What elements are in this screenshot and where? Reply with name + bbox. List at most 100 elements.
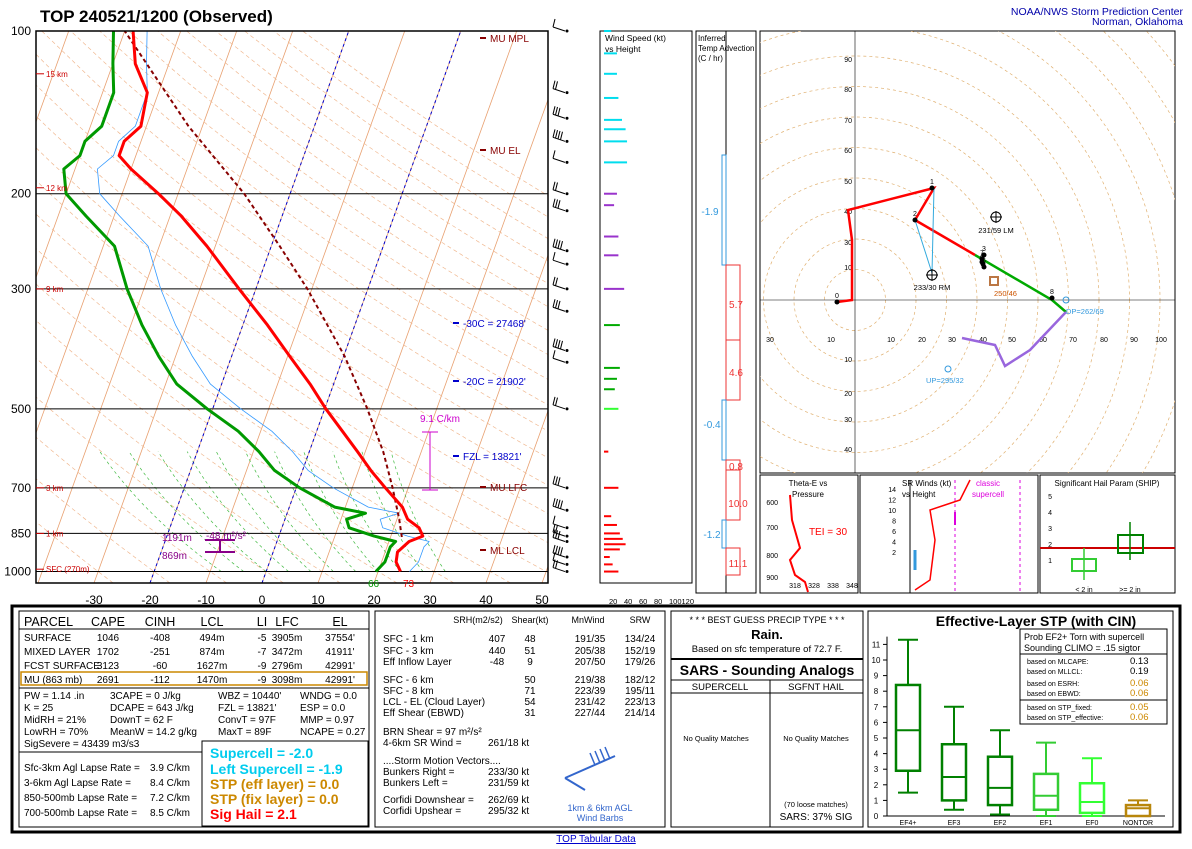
ml-lcl-label: ML LCL <box>490 546 525 557</box>
hodo-ylabel: 70 <box>844 118 852 125</box>
temp-tick: 0 <box>259 593 266 607</box>
sars-supercell-nomatch: No Quality Matches <box>683 734 749 743</box>
thetae-ytick: 800 <box>766 553 778 560</box>
wind-barb-flag <box>557 546 561 555</box>
advection-bar <box>721 399 727 461</box>
advection-value: 11.1 <box>729 559 748 570</box>
ship-category: < 2 in <box>1075 587 1092 594</box>
kinematic-header: SRH(m2/s2) <box>453 615 503 625</box>
minus20-label: -20C = 21902' <box>463 377 526 388</box>
wind-barb-dot <box>565 287 569 291</box>
wind-barb-flag <box>555 182 558 191</box>
srwinds-title-2: vs Height <box>902 490 936 499</box>
srwinds-ytick: 12 <box>888 498 896 505</box>
sfc-temp-label: 73 <box>403 579 415 590</box>
effective-stp-panel: Effective-Layer STP (with CIN) 111098765… <box>867 610 1174 828</box>
barb-label: Wind Barbs <box>577 813 624 823</box>
ship-ytick: 5 <box>1048 494 1052 501</box>
freezing-isotherm <box>261 31 462 583</box>
kinematic-cell: 207/50 <box>575 657 606 668</box>
eff-bot-label: 869m <box>162 551 187 562</box>
hodo-xlabel: 10 <box>887 337 895 344</box>
sars-hail-nomatch: No Quality Matches <box>783 734 849 743</box>
stp-ytick: 2 <box>874 781 879 790</box>
dry-adiabat <box>41 31 548 406</box>
parcel-cell: 2691 <box>97 675 120 686</box>
brn-shear: BRN Shear = 97 m²/s² <box>383 727 482 738</box>
wind-barb-flag <box>557 339 561 349</box>
stp-category: EF4+ <box>900 820 917 827</box>
hodo-ylabel: 30 <box>844 240 852 247</box>
parcel-cell: -9 <box>258 675 267 686</box>
precip-title: * * * BEST GUESS PRECIP TYPE * * * <box>689 615 845 625</box>
wind-speed-tick: 100120 <box>669 597 694 606</box>
thetae-xtick: 328 <box>808 583 820 590</box>
advection-title-3: (C / hr) <box>698 54 723 63</box>
dp-marker <box>1062 296 1070 304</box>
wind-barb-flag <box>552 276 556 286</box>
kinematic-barb <box>564 755 616 779</box>
wind-barb-dot <box>565 508 569 512</box>
wind-barb-flag <box>560 241 563 250</box>
wind-barb-flag <box>555 339 558 348</box>
wind-barb-flag <box>552 396 556 405</box>
kinematic-cell: 50 <box>524 675 536 686</box>
thetae-xtick: 318 <box>789 583 801 590</box>
stp-ytick: 11 <box>872 640 881 649</box>
kinematic-cell: 214/14 <box>625 708 656 719</box>
advection-value: 10.0 <box>728 499 748 510</box>
ship-category: >= 2 in <box>1119 587 1141 594</box>
wind-barb-dot <box>565 562 569 566</box>
wind-barb <box>552 505 566 511</box>
dry-adiabat <box>36 478 171 583</box>
wind-barb <box>552 567 566 573</box>
advection-value: 5.7 <box>729 300 743 311</box>
parcel-cell: 41911' <box>326 647 355 658</box>
stp-eff-value: STP (eff layer) = 0.0 <box>210 776 340 792</box>
corfidi-down-value: 262/69 kt <box>488 795 529 806</box>
hodo-point-label: 1 <box>930 179 934 186</box>
dry-adiabat <box>128 31 548 331</box>
wind-barb-dot <box>565 540 569 544</box>
wind-barb-flag <box>552 552 556 561</box>
hodo-ylabel: 10 <box>844 357 852 364</box>
ship-ytick: 1 <box>1048 558 1052 565</box>
wind-barb <box>552 537 566 543</box>
height-label: SFC (270m) <box>46 565 90 574</box>
storm-motion-title: ....Storm Motion Vectors.... <box>383 756 501 767</box>
wind-barb-dot <box>565 29 569 33</box>
isotherm <box>429 254 548 583</box>
ship-ytick: 3 <box>1048 526 1052 533</box>
hodo-trace-high <box>961 311 1067 368</box>
precip-note: Based on sfc temperature of 72.7 F. <box>692 644 843 655</box>
srwinds-ytick: 8 <box>892 519 896 526</box>
moist-adiabat <box>99 451 222 572</box>
parcel-header: LCL <box>201 615 224 629</box>
temp-tick: -10 <box>197 593 215 607</box>
wind-barb-flag <box>557 130 561 140</box>
wind-barb-flag <box>555 397 558 406</box>
srwinds-ytick: 14 <box>888 487 896 494</box>
barb-label: 1km & 6km AGL <box>567 803 632 813</box>
isotherm <box>317 31 518 583</box>
wind-barb <box>552 157 566 163</box>
stp-box <box>986 755 1014 807</box>
kinematic-cell: 231/42 <box>575 697 606 708</box>
height-label: 15 km <box>46 70 68 79</box>
stp-category: EF3 <box>948 820 961 827</box>
wind-barb-dot <box>565 249 569 253</box>
wind-barb-flag <box>555 106 558 116</box>
thetae-ytick: 600 <box>766 500 778 507</box>
stp-ytick: 0 <box>874 812 879 821</box>
stp-ytick: 8 <box>874 687 879 696</box>
sr46-value: 261/18 kt <box>488 738 529 749</box>
parcel-header: LI <box>257 615 267 629</box>
srwinds-note-2: supercell <box>972 490 1004 499</box>
thetae-xtick: 348 <box>846 583 858 590</box>
temp-advection-panel: Inferred Temp Advection (C / hr) -1.9 5.7… <box>695 30 757 594</box>
sr46-label: 4-6km SR Wind = <box>383 738 462 749</box>
wind-barb <box>552 136 566 142</box>
tei-label: TEI = 30 <box>809 527 848 538</box>
hodo-point <box>929 185 935 191</box>
tabular-data-link[interactable]: TOP Tabular Data <box>556 834 636 845</box>
